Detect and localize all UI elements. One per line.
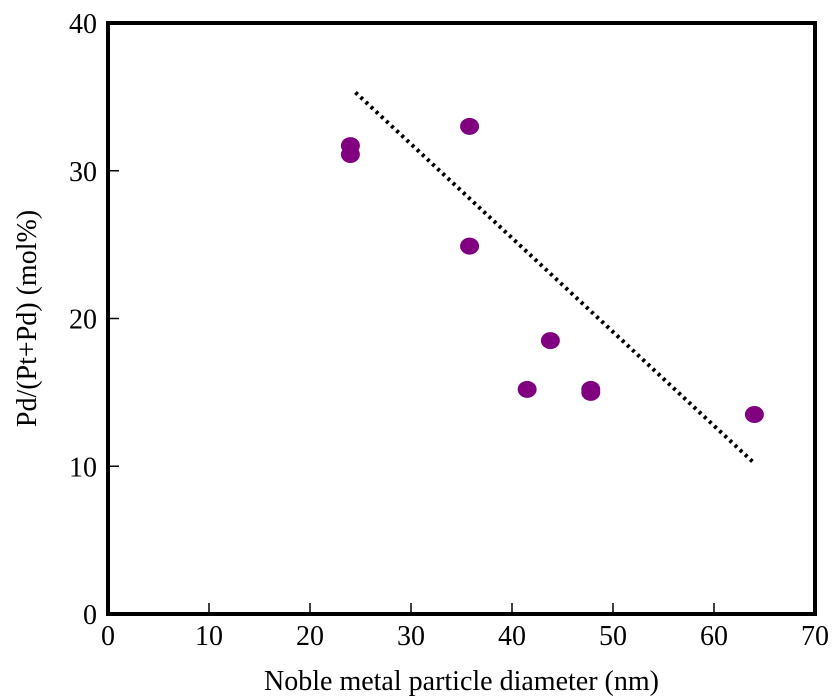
x-tick-label: 70 [801, 621, 829, 652]
y-tick-label: 30 [69, 157, 97, 188]
x-tick-label: 50 [599, 621, 627, 652]
x-axis-ticks: 0 10 20 30 40 50 60 70 [101, 603, 829, 652]
trend-line-layer [354, 90, 756, 465]
x-tick-label: 60 [700, 621, 728, 652]
y-axis-ticks: 0 10 20 30 40 [69, 9, 119, 631]
x-tick-label: 40 [498, 621, 526, 652]
data-point [540, 332, 560, 350]
data-point [340, 145, 360, 163]
data-points-layer [340, 117, 764, 424]
data-point [517, 380, 537, 398]
data-point [460, 117, 480, 135]
x-tick-label: 30 [397, 621, 425, 652]
data-point [460, 237, 480, 255]
trend-line [354, 90, 756, 465]
x-tick-label: 10 [195, 621, 223, 652]
x-tick-label: 0 [101, 621, 115, 652]
x-axis-title: Noble metal particle diameter (nm) [264, 666, 659, 697]
y-axis-title: Pd/(Pt+Pd) (mol%) [12, 210, 43, 427]
y-tick-label: 20 [69, 305, 97, 336]
y-tick-label: 10 [69, 452, 97, 483]
y-tick-label: 0 [83, 600, 97, 631]
plot-frame [106, 21, 817, 616]
data-point [581, 383, 601, 401]
y-tick-label: 40 [69, 9, 97, 40]
data-point [744, 406, 764, 424]
x-tick-label: 20 [296, 621, 324, 652]
